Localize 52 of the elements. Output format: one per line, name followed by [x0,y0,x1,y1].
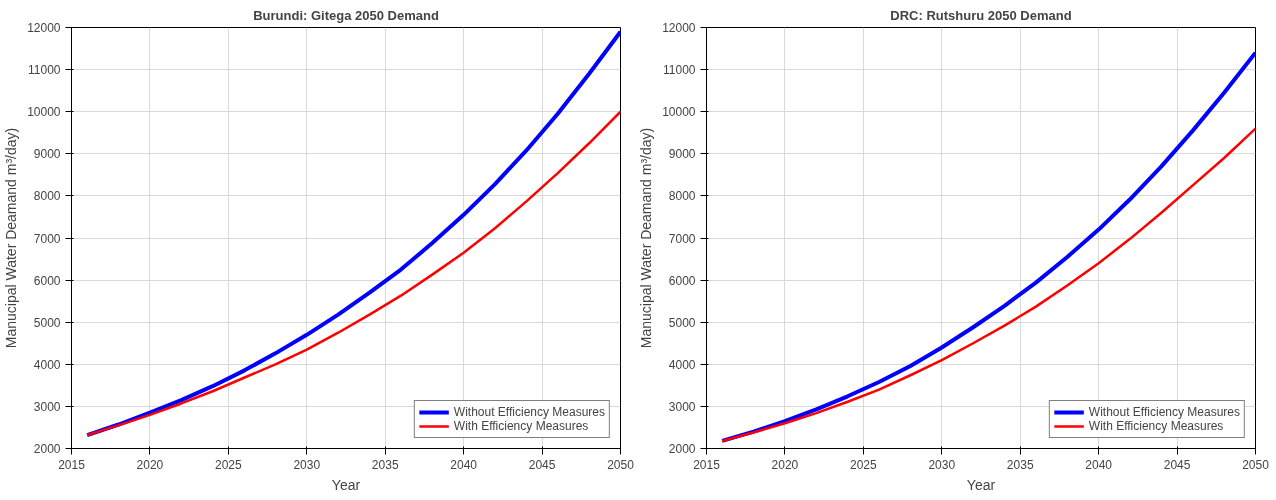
y-tick-label: 7000 [33,231,61,246]
y-tick-label: 11000 [663,63,696,78]
line-series [85,29,621,438]
chart-title: DRC: Rutshuru 2050 Demand [890,7,1072,23]
y-tick-label: 9000 [668,147,696,162]
x-tick-label: 2015 [693,457,721,472]
x-tick-label: 2025 [215,457,243,472]
y-tick-label: 8000 [668,189,696,204]
y-tick-label: 5000 [668,315,696,330]
y-tick-label: 4000 [668,357,696,372]
x-tick-label: 2040 [450,457,478,472]
x-tick-label: 2035 [1006,457,1034,472]
x-tick-label: 2020 [136,457,164,472]
x-tick-label: 2050 [1242,457,1270,472]
line-series [85,110,621,437]
y-tick-label: 3000 [33,399,61,414]
y-tick-label: 12000 [662,21,696,35]
x-tick-label: 2030 [928,457,956,472]
y-tick-label: 8000 [33,189,61,204]
y-tick-label: 4000 [33,357,61,372]
y-axis-title: Manucipal Water Deamand m³/day) [638,127,655,349]
x-tick-label: 2045 [528,457,556,472]
chart-title: Burundi: Gitega 2050 Demand [253,7,439,23]
x-tick-label: 2035 [371,457,399,472]
x-tick-label: 2015 [58,457,86,472]
y-tick-label: 7000 [668,231,696,246]
y-tick-label: 2000 [668,442,696,456]
y-tick-label: 6000 [33,273,61,288]
x-tick-label: 2025 [850,457,878,472]
y-tick-label: 10000 [662,105,696,120]
x-tick-label: 2020 [771,457,799,472]
legend-label: Without Efficiency Measures [453,405,605,419]
y-axis-title: Manucipal Water Deamand m³/day) [3,127,20,349]
y-tick-label: 9000 [33,147,61,162]
y-tick-label: 6000 [668,273,696,288]
legend-label: Without Efficiency Measures [1088,405,1240,419]
x-tick-label: 2030 [293,457,321,472]
x-tick-label: 2040 [1085,457,1113,472]
y-tick-label: 10000 [27,105,61,120]
legend-label: With Efficiency Measures [453,419,589,433]
y-tick-label: 3000 [668,399,696,414]
y-tick-label: 12000 [27,21,61,35]
line-series [720,50,1256,443]
y-tick-label: 5000 [33,315,61,330]
x-tick-label: 2045 [1163,457,1191,472]
x-tick-label: 2050 [607,457,635,472]
y-tick-label: 2000 [33,442,61,456]
line-series [720,127,1256,443]
x-axis-title: Year [966,476,996,493]
x-axis-title: Year [331,476,361,493]
legend-label: With Efficiency Measures [1088,419,1224,433]
y-tick-label: 11000 [28,63,61,78]
